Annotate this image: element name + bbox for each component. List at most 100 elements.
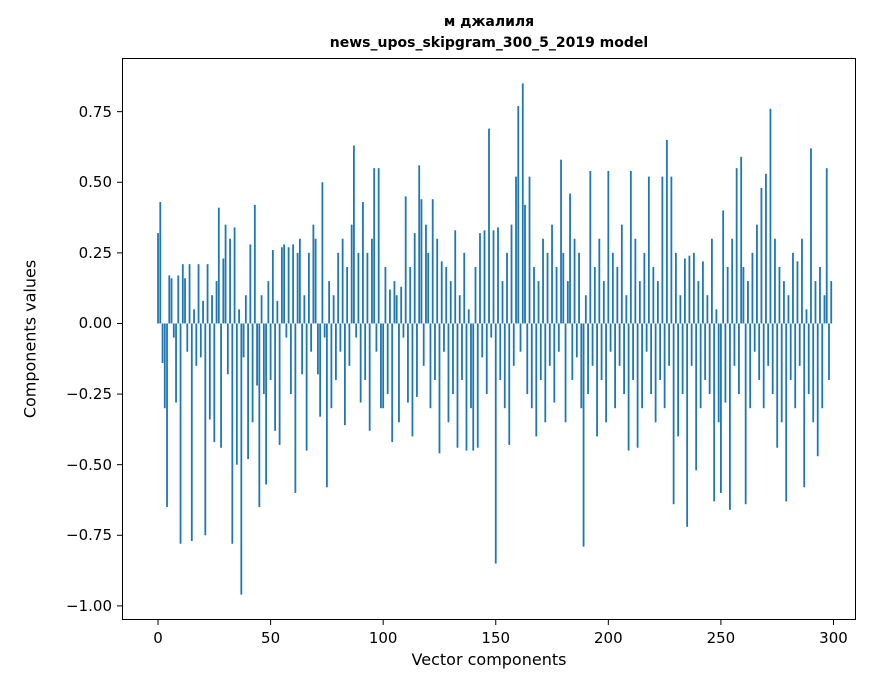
bar xyxy=(368,323,371,431)
bar xyxy=(729,323,731,510)
bar xyxy=(398,323,400,423)
bar xyxy=(688,255,691,324)
bar xyxy=(409,266,412,324)
bar xyxy=(312,224,315,324)
bar xyxy=(632,323,634,380)
bar xyxy=(350,224,353,324)
bar xyxy=(596,323,598,437)
bar xyxy=(580,323,583,409)
bar xyxy=(449,281,452,324)
bar xyxy=(222,258,225,324)
bar xyxy=(539,323,542,380)
bar xyxy=(341,238,344,324)
bar xyxy=(726,266,729,324)
bar xyxy=(431,199,434,324)
bar xyxy=(438,323,441,454)
bar xyxy=(614,323,616,409)
bar xyxy=(771,323,774,395)
bar xyxy=(740,156,743,324)
bar xyxy=(654,323,657,423)
bar xyxy=(620,224,623,324)
bar xyxy=(373,168,376,324)
bar xyxy=(278,323,281,445)
bar xyxy=(778,266,781,324)
bar xyxy=(744,323,747,505)
bar xyxy=(285,323,288,338)
x-tick-label: 50 xyxy=(261,629,281,647)
bar xyxy=(314,238,317,324)
y-tick-label: 0.00 xyxy=(78,314,112,333)
bar xyxy=(677,323,680,437)
bar xyxy=(683,258,686,324)
bar xyxy=(720,323,722,493)
bar xyxy=(305,323,308,451)
bar xyxy=(213,323,216,443)
bar xyxy=(812,323,815,423)
bar xyxy=(663,323,666,409)
bar xyxy=(638,281,641,324)
bar xyxy=(629,170,632,324)
bar xyxy=(503,323,506,409)
bar xyxy=(470,323,472,409)
bar xyxy=(204,323,207,536)
bar xyxy=(537,281,540,324)
bar xyxy=(238,309,240,324)
bar xyxy=(197,264,200,324)
bar xyxy=(598,238,601,324)
x-tick-label: 300 xyxy=(819,629,848,647)
bar xyxy=(161,323,164,364)
plot-area xyxy=(117,58,856,625)
bar xyxy=(551,224,553,324)
bar xyxy=(742,266,745,324)
bar xyxy=(353,145,355,324)
bar xyxy=(276,300,279,324)
bar xyxy=(382,323,385,409)
bar xyxy=(609,323,612,352)
bar xyxy=(512,323,515,366)
bar xyxy=(521,83,524,324)
bar xyxy=(560,159,562,324)
bar xyxy=(526,323,529,395)
bar xyxy=(240,323,243,595)
bar xyxy=(767,323,770,366)
bar xyxy=(681,323,684,395)
bar xyxy=(753,323,756,352)
bar xyxy=(656,281,659,324)
bar xyxy=(310,323,313,352)
bar xyxy=(738,323,740,395)
chart-title-line1: м джалиля xyxy=(443,14,535,30)
x-tick-label: 0 xyxy=(153,629,163,647)
bar xyxy=(805,309,808,324)
bar xyxy=(510,224,513,324)
bar xyxy=(591,323,594,366)
bar xyxy=(211,295,213,324)
bar xyxy=(258,323,261,508)
bar xyxy=(517,106,520,324)
bar xyxy=(166,323,168,508)
chart-title-line2: news_upos_skipgram_300_5_2019 model xyxy=(329,35,649,51)
bar xyxy=(506,252,508,324)
bar xyxy=(244,295,247,324)
bar xyxy=(528,176,531,324)
bar xyxy=(467,309,470,324)
bar xyxy=(434,323,436,380)
bar xyxy=(157,233,159,324)
y-tick-label: −0.25 xyxy=(66,385,112,404)
bar xyxy=(407,323,409,403)
bar xyxy=(262,323,265,395)
x-tick-label: 100 xyxy=(368,629,398,647)
bar xyxy=(294,323,297,493)
bar xyxy=(267,281,270,324)
plot-spines xyxy=(122,58,856,620)
bar xyxy=(708,323,711,395)
bar xyxy=(186,323,189,352)
bar xyxy=(582,323,585,547)
bar xyxy=(481,323,484,358)
bar xyxy=(566,281,569,324)
bar xyxy=(792,252,794,324)
bar xyxy=(332,295,335,324)
bar xyxy=(794,323,797,409)
bar xyxy=(377,168,380,324)
bar xyxy=(429,323,432,409)
